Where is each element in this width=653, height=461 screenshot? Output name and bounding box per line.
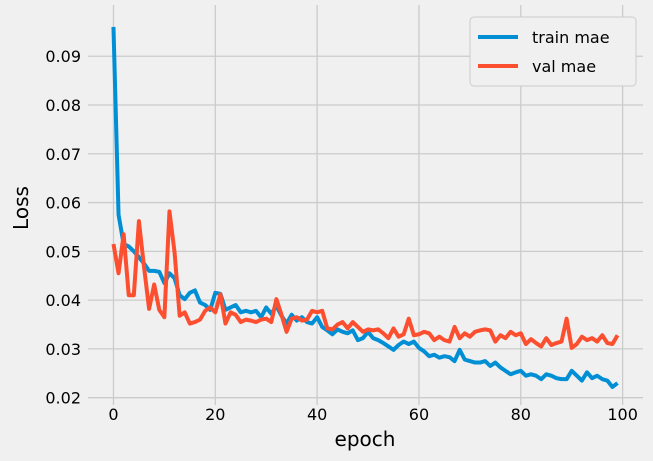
y-tick-label: 0.09 [45, 47, 81, 66]
series-line-train-mae [111, 26, 619, 389]
x-tick-label: 100 [607, 405, 638, 424]
x-axis-label: epoch [335, 427, 396, 451]
x-tick-label: 0 [108, 405, 118, 424]
legend-box [469, 16, 637, 87]
y-tick-label: 0.03 [45, 340, 81, 359]
y-tick-label: 0.08 [45, 96, 81, 115]
x-tick-label: 40 [307, 405, 327, 424]
x-tick-label: 60 [409, 405, 429, 424]
x-tick-label: 80 [511, 405, 531, 424]
y-tick-label: 0.05 [45, 242, 81, 261]
series-line-val-mae [111, 209, 620, 350]
y-tick-label: 0.06 [45, 194, 81, 213]
legend: train mae val mae [469, 16, 637, 87]
grid [88, 5, 643, 405]
series-layer [111, 26, 620, 389]
y-tick-label: 0.07 [45, 145, 81, 164]
y-axis-label: Loss [9, 186, 33, 230]
legend-label-train-mae: train mae [532, 28, 610, 47]
x-tick-label: 20 [205, 405, 225, 424]
tick-labels: 0 20 40 60 80 100 0.02 0.03 0.04 0.05 0.06 0.07 0.08… [45, 47, 638, 424]
y-tick-label: 0.02 [45, 389, 81, 408]
y-tick-label: 0.04 [45, 291, 81, 310]
legend-label-val-mae: val mae [532, 57, 596, 76]
